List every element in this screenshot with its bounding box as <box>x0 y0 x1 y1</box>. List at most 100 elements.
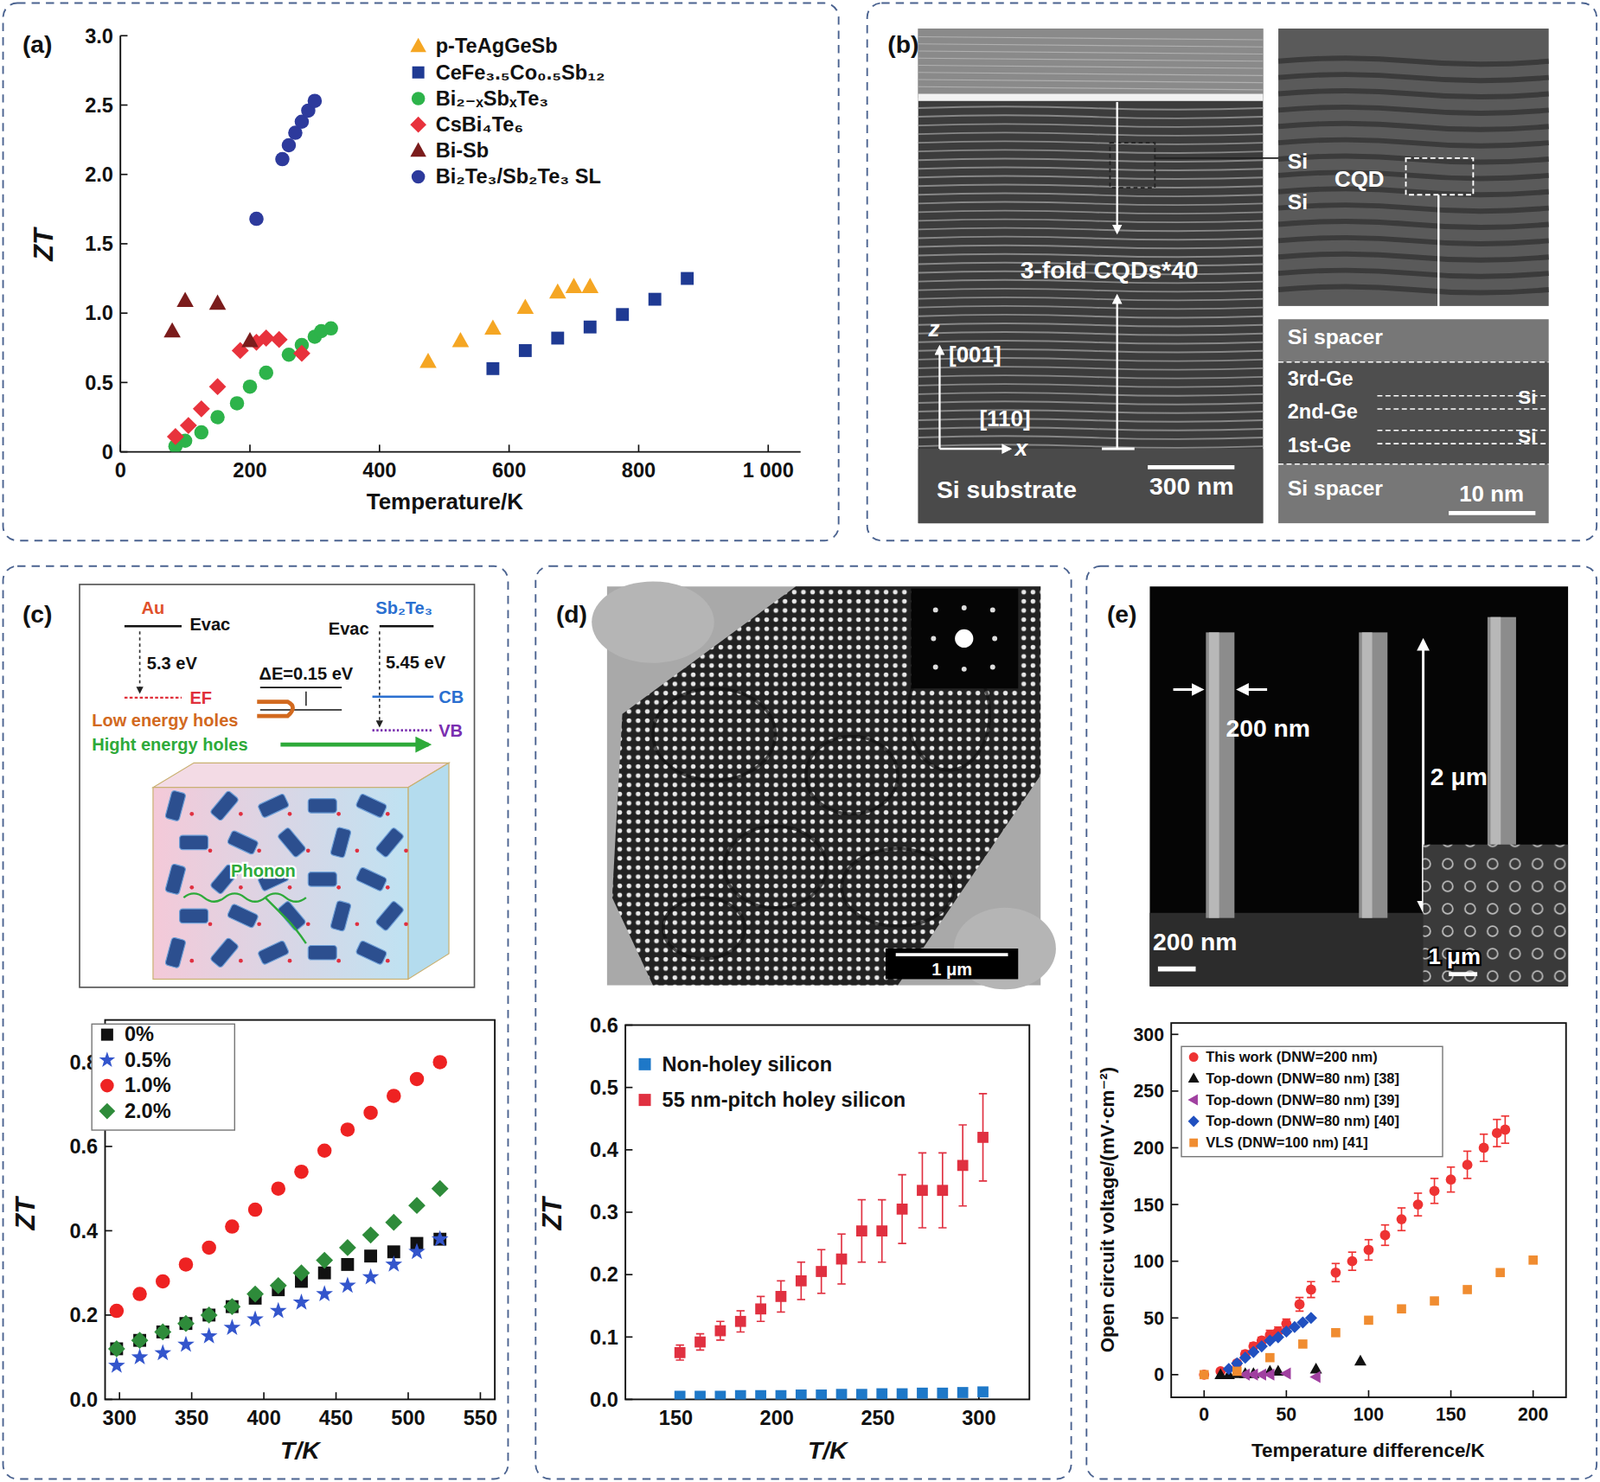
image-label: 200 nm <box>1152 928 1238 956</box>
diagram-label: ΔE=0.15 eV <box>259 664 354 684</box>
error-cap <box>1501 1115 1510 1118</box>
point <box>408 1242 426 1260</box>
legend-marker <box>99 1103 116 1120</box>
panel-frame <box>3 3 839 542</box>
x-tick <box>1286 1390 1288 1398</box>
point <box>674 1390 686 1400</box>
nanoinclusion <box>330 826 352 858</box>
x-axis-title: Temperature difference/K <box>1251 1440 1485 1462</box>
grain-boundary <box>652 688 776 781</box>
point <box>294 1164 309 1180</box>
point <box>194 425 210 441</box>
nanoinclusion <box>355 793 388 819</box>
chart: 3003504004505005500.00.20.40.60.8T/KZT0%… <box>10 1020 498 1465</box>
point <box>680 272 694 286</box>
level <box>379 625 435 628</box>
point <box>1263 1369 1275 1382</box>
dopant <box>208 921 213 927</box>
error-cap <box>979 1180 987 1183</box>
layer <box>918 228 1264 232</box>
layer <box>918 185 1264 189</box>
dopant <box>256 848 262 853</box>
chart: 02004006008001 00000.51.01.52.02.53.0Tem… <box>28 25 800 514</box>
x-tick-label: 100 <box>1353 1404 1384 1425</box>
x-tick-label: 200 <box>760 1407 794 1430</box>
point <box>856 1388 868 1400</box>
point <box>674 1347 686 1359</box>
legend-label: Top-down (DNW=80 nm) [40] <box>1205 1113 1400 1129</box>
point <box>1495 1267 1505 1278</box>
y-tick-label: 0.3 <box>589 1201 619 1224</box>
point <box>856 1225 868 1237</box>
point <box>1298 1339 1308 1350</box>
x-tick <box>262 1392 265 1400</box>
point <box>936 1388 948 1400</box>
y-tick <box>625 1273 633 1276</box>
layer <box>918 392 1264 397</box>
y-tick-label: 0.1 <box>589 1326 619 1350</box>
arrow <box>1238 688 1268 692</box>
level <box>124 625 182 628</box>
low-hole-path <box>256 702 293 717</box>
error-cap <box>1397 1229 1406 1232</box>
error-cap <box>958 1124 967 1127</box>
nanoinclusion <box>307 946 337 961</box>
point <box>977 1386 989 1398</box>
diffraction-spot <box>992 635 998 641</box>
energy-arrow <box>378 631 381 727</box>
layer <box>1278 155 1549 162</box>
y-tick-label: 0 <box>1153 1364 1165 1385</box>
error-cap <box>938 1152 947 1155</box>
layer <box>918 123 1264 128</box>
cube-front <box>153 787 409 980</box>
grain-boundary <box>841 848 954 927</box>
image-label: 3rd-Ge <box>1287 367 1354 391</box>
image-label: 3-fold CQDs*40 <box>1020 256 1199 284</box>
layer <box>918 219 1264 224</box>
point <box>1429 1296 1440 1306</box>
image-label: Si substrate <box>936 475 1077 504</box>
image-label: Si <box>1517 386 1536 409</box>
y-tick <box>625 1211 633 1214</box>
point <box>269 1302 288 1319</box>
x-tick <box>119 444 122 452</box>
point <box>1396 1304 1407 1314</box>
diffraction-spot <box>990 607 996 613</box>
x-tick-label: 800 <box>621 459 656 482</box>
point <box>1462 1159 1473 1171</box>
dopant <box>238 959 244 964</box>
point <box>795 1389 807 1400</box>
plot-frame <box>105 1020 496 1401</box>
tem-image <box>918 28 1264 524</box>
legend-marker <box>409 116 427 134</box>
diffraction-spot <box>961 605 967 611</box>
y-tick <box>1171 1090 1178 1093</box>
error-cap <box>1295 1311 1304 1313</box>
point <box>340 1122 356 1138</box>
error-cap <box>1479 1160 1488 1163</box>
error-cap <box>958 1205 967 1208</box>
y-axis-title: Open circuit voltage/(mV·cm⁻²) <box>1096 1067 1119 1354</box>
y-tick <box>625 1399 633 1402</box>
point <box>1363 1245 1375 1256</box>
zoom-line <box>1154 157 1279 160</box>
dopant <box>306 921 311 927</box>
point <box>210 409 225 425</box>
legend-marker <box>409 38 426 53</box>
interface <box>1278 463 1549 466</box>
x-tick-label: 0 <box>115 459 127 482</box>
x-axis-title: T/K <box>280 1436 322 1465</box>
dopant <box>336 812 341 817</box>
grain-boundary <box>724 825 827 908</box>
scale-bar <box>1147 465 1235 470</box>
x-tick <box>335 1392 338 1400</box>
x-tick <box>1532 1390 1535 1398</box>
scale-bar <box>896 953 1009 957</box>
phonon-path <box>265 897 307 944</box>
point <box>1309 1370 1321 1383</box>
y-tick-label: 0.2 <box>69 1304 98 1327</box>
point <box>258 365 274 381</box>
plot-frame <box>625 1025 1030 1401</box>
layer <box>918 166 1264 171</box>
image-label: 1 μm <box>1427 944 1481 969</box>
